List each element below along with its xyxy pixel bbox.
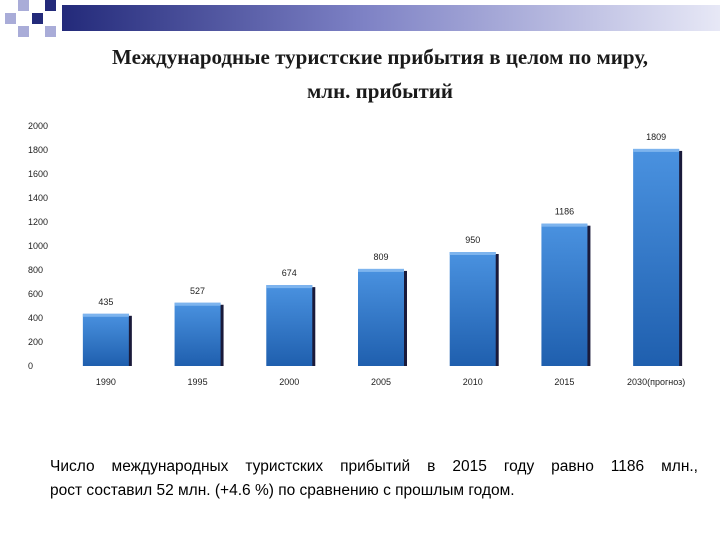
y-tick-label: 600	[28, 289, 43, 299]
data-label: 674	[282, 268, 297, 278]
bar	[358, 268, 404, 366]
y-tick-label: 1400	[28, 193, 48, 203]
bar	[541, 223, 588, 366]
y-tick-label: 1800	[28, 145, 48, 155]
x-tick-label: 1990	[96, 377, 116, 387]
x-tick-label: 2005	[371, 377, 391, 387]
bar	[449, 252, 496, 366]
y-tick-label: 800	[28, 265, 43, 275]
bar-highlight	[358, 268, 404, 272]
caption-line1: Число международных туристских прибытий …	[50, 458, 698, 475]
bar	[174, 302, 221, 366]
x-tick-label: 1995	[188, 377, 208, 387]
bar-highlight	[633, 148, 680, 152]
y-tick-label: 1600	[28, 169, 48, 179]
data-label: 809	[373, 252, 388, 262]
data-label: 435	[98, 297, 113, 307]
y-axis: 0 200 400 600 800 1000 1200 1400 1600 1800 2000	[28, 121, 48, 371]
bar	[266, 285, 313, 366]
bar	[633, 148, 680, 366]
caption: Число международных туристских прибытий …	[50, 455, 698, 503]
y-tick-label: 200	[28, 337, 43, 347]
chart-title: Международные туристские прибытия в цело…	[40, 40, 720, 108]
bar-highlight	[174, 302, 221, 306]
y-tick-label: 1000	[28, 241, 48, 251]
y-tick-label: 0	[28, 361, 33, 371]
bars: 435 527 674 809 950 1186 1809	[82, 132, 683, 366]
data-label: 950	[465, 235, 480, 245]
bar-highlight	[541, 223, 588, 227]
data-label: 1186	[555, 207, 574, 217]
bar	[82, 313, 129, 366]
x-tick-label: 2010	[463, 377, 483, 387]
x-tick-label: 2000	[279, 377, 299, 387]
data-label: 1809	[646, 132, 666, 142]
chart-title-line2: млн. прибытий	[307, 79, 453, 103]
y-tick-label: 2000	[28, 121, 48, 131]
x-tick-label: 2015	[554, 377, 574, 387]
bar-highlight	[82, 313, 129, 317]
bar-chart: 0 200 400 600 800 1000 1200 1400 1600 1800 2000 43…	[28, 121, 685, 387]
chart-title-line1: Международные туристские прибытия в цело…	[112, 45, 648, 69]
y-tick-label: 1200	[28, 217, 48, 227]
bar-highlight	[266, 285, 313, 289]
x-axis: 1990 1995 2000 2005 2010 2015 2030(прогноз)	[96, 377, 685, 387]
bar-highlight	[449, 252, 496, 255]
x-tick-label: 2030(прогноз)	[627, 377, 685, 387]
title-decoration-band	[5, 0, 720, 37]
data-label: 527	[190, 286, 205, 296]
y-tick-label: 400	[28, 313, 43, 323]
caption-line2: рост составил 52 млн. (+4.6 %) по сравне…	[50, 482, 515, 499]
